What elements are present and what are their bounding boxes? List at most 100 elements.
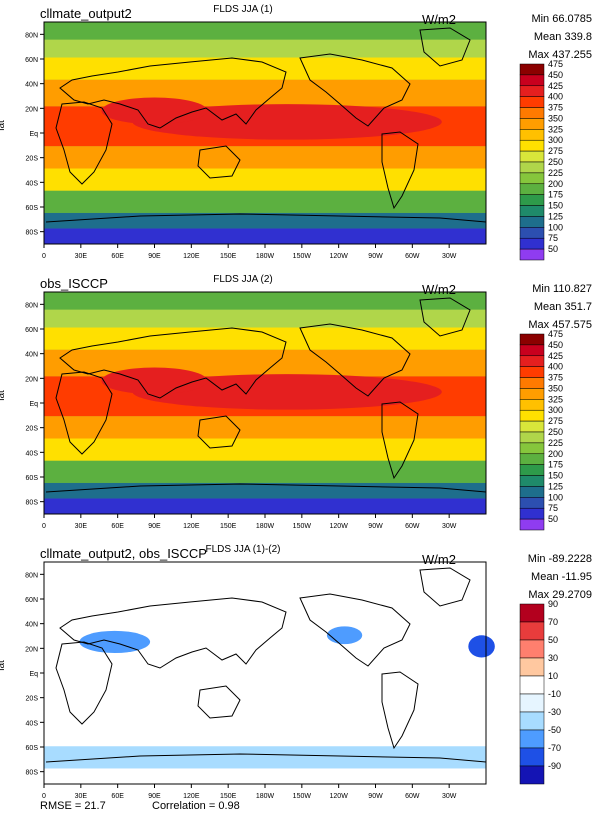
panel-model: 0 30E 60E 90E 120E 150E 180W 150W 120W 90W 60W 30W 8… [0,0,606,270]
coastline [419,297,471,337]
coastline [299,323,411,397]
field-band [44,228,486,244]
colorbar-swatch [519,183,545,195]
colorbar-swatch [519,442,545,455]
field-band [44,482,486,499]
colorbar-label: -10 [548,689,561,699]
colorbar-label: 100 [548,492,563,502]
colorbar-swatch [519,497,545,509]
colorbar-swatch [519,693,545,713]
colorbar-label: 450 [548,70,563,80]
colorbar-label: 325 [548,124,563,134]
x-tick-label: 90E [148,523,161,530]
heatmap-model: 0 30E 60E 90E 120E 150E 180W 150W 120W 90W 60W 30W 8… [25,21,563,261]
x-tick-label: 150W [293,253,312,260]
colorbar-label: 30 [548,653,558,663]
y-tick-label: 20S [26,156,39,163]
y-tick-label: 80S [26,500,39,507]
x-tick-label: 30W [442,523,457,530]
x-tick-label: 60E [111,793,124,800]
colorbar-swatch [519,227,545,239]
x-tick-label: 150E [220,253,237,260]
coastline [419,567,471,607]
field-band [44,212,486,229]
colorbar-swatch [519,129,545,141]
colorbar-label: 275 [548,416,563,426]
colorbar-label: 250 [548,157,563,167]
y-axis-label: lat [0,660,7,671]
colorbar-label: 10 [548,671,558,681]
colorbar-swatch [519,85,545,97]
colorbar-label: 300 [548,135,563,145]
x-tick-label: 30E [75,523,88,530]
colorbar-label: 150 [548,471,563,481]
colorbar-label: 300 [548,405,563,415]
units-label: W/m2 [422,552,456,567]
field-band [44,22,486,40]
field-blob [101,97,208,125]
x-tick-label: 60W [405,793,420,800]
y-tick-label: 40N [25,82,38,89]
coastline [55,371,113,455]
y-tick-label: Eq [29,671,38,678]
colorbar-label: 75 [548,503,558,513]
x-tick-label: 0 [42,523,46,530]
coastline [419,27,471,67]
field-band [44,327,486,350]
field-band [44,292,486,310]
field-band [44,498,486,514]
rmse-label: RMSE = 21.7 [40,800,106,812]
y-axis-label: lat [0,120,7,131]
colorbar-swatch [519,464,545,476]
coastline [381,131,419,210]
y-tick-label: 60N [25,597,38,604]
colorbar-label: 375 [548,103,563,113]
field-blob [326,626,363,645]
colorbar-label: 50 [548,244,558,254]
y-tick-label: 40N [25,352,38,359]
x-tick-label: 150W [293,793,312,800]
x-tick-label: 120E [183,253,200,260]
y-tick-label: 80S [26,230,39,237]
colorbar-swatch [519,409,545,422]
x-tick-label: 60E [111,253,124,260]
colorbar-swatch [519,216,545,228]
coastline [381,671,419,750]
plot-title: FLDS JJA (1)-(2) [205,544,281,555]
colorbar-swatch [519,420,545,433]
colorbar-swatch [519,107,545,119]
colorbar-label: 350 [548,383,563,393]
x-tick-label: 150E [220,793,237,800]
colorbar-label: 50 [548,514,558,524]
stat-mean: Mean -11.95 [531,571,592,583]
colorbar-swatch [519,96,545,108]
coastline [59,327,287,399]
coastline [59,57,287,129]
colorbar-swatch [519,711,545,731]
colorbar-label: 225 [548,168,563,178]
field-band [44,460,486,483]
colorbar-label: 400 [548,362,563,372]
units-label: W/m2 [422,12,456,27]
field-band [44,146,486,169]
coastline [45,753,487,763]
field-band [44,168,486,191]
x-tick-label: 30E [75,253,88,260]
colorbar-swatch [519,747,545,767]
colorbar-label: 200 [548,449,563,459]
y-axis-label: lat [0,390,7,401]
x-tick-label: 90W [368,523,383,530]
colorbar-label: 90 [548,599,558,609]
stat-min: Min 110.827 [532,283,592,295]
colorbar-swatch [519,518,545,531]
field-band [44,416,486,439]
coastline [197,685,241,719]
colorbar-swatch [519,355,545,367]
colorbar-swatch [519,118,545,130]
colorbar-label: 175 [548,460,563,470]
field-band [44,39,486,58]
colorbar-swatch [519,486,545,498]
field-blob [468,635,495,658]
y-tick-label: 20S [26,426,39,433]
colorbar-swatch [519,344,545,357]
